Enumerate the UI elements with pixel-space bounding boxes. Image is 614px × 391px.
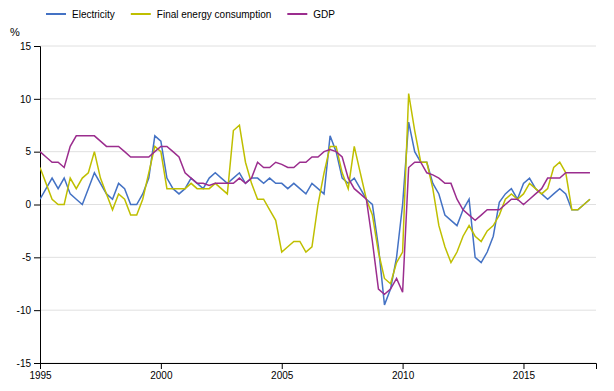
- tick: 5: [25, 146, 40, 157]
- grid: [40, 46, 596, 363]
- tick: -10: [17, 305, 40, 316]
- tick-label: 15: [20, 41, 32, 52]
- tick: 15: [20, 41, 40, 52]
- legend-label: Final energy consumption: [157, 9, 272, 20]
- tick-mark: [34, 257, 40, 258]
- tick-mark: [34, 99, 40, 100]
- tick: 2010: [392, 363, 415, 381]
- tick-mark: [34, 363, 40, 364]
- tick-label: -10: [17, 305, 32, 316]
- x-axis: 1995 2000 2005 2010 2015: [29, 363, 596, 381]
- tick-mark: [161, 363, 162, 369]
- grid-line: [40, 257, 596, 258]
- series-line: [40, 136, 590, 295]
- tick-label: 2015: [513, 370, 536, 381]
- tick-label: 2010: [392, 370, 415, 381]
- plot: 1995 2000 2005 2010 2015 -15 -10 -5 0 5 10 15: [17, 41, 597, 381]
- legend-swatch: [131, 13, 151, 15]
- legend: Electricity Final energy consumption GDP: [46, 9, 335, 20]
- y-axis: -15 -10 -5 0 5 10 15: [17, 41, 41, 369]
- tick-label: 2005: [271, 370, 294, 381]
- axis-line: [41, 364, 597, 370]
- tick-label: -15: [17, 358, 32, 369]
- legend-swatch: [46, 13, 66, 15]
- tick-mark: [34, 310, 40, 311]
- axis-line: [34, 47, 41, 364]
- tick-mark: [403, 363, 404, 369]
- legend-item: Electricity: [46, 9, 115, 20]
- grid-line: [40, 310, 596, 311]
- y-label: %: [10, 26, 20, 38]
- chart: 1995 2000 2005 2010 2015 -15 -10 -5 0 5 10 15% Elect…: [0, 0, 614, 391]
- tick-mark: [34, 205, 40, 206]
- tick-mark: [34, 152, 40, 153]
- tick: 10: [20, 94, 40, 105]
- tick-label: 1995: [29, 370, 52, 381]
- series-line: [40, 122, 590, 305]
- tick: -5: [22, 252, 40, 263]
- legend-item: GDP: [287, 9, 335, 20]
- tick-mark: [523, 363, 524, 369]
- tick: 0: [25, 199, 40, 210]
- tick-label: 2000: [150, 370, 173, 381]
- tick-label: 0: [25, 199, 31, 210]
- legend-swatch: [287, 13, 307, 15]
- tick: 2005: [271, 363, 294, 381]
- tick: -15: [17, 358, 40, 369]
- tick-mark: [34, 46, 40, 47]
- legend-label: Electricity: [72, 9, 115, 20]
- lines: [40, 94, 590, 305]
- tick-label: 10: [20, 94, 32, 105]
- tick-mark: [282, 363, 283, 369]
- tick: 2000: [150, 363, 173, 381]
- grid-line: [40, 46, 596, 47]
- tick: 1995: [29, 363, 52, 381]
- tick-label: -5: [22, 252, 31, 263]
- legend-label: GDP: [313, 9, 335, 20]
- grid-line: [40, 98, 596, 99]
- tick: 2015: [513, 363, 536, 381]
- tick-label: 5: [25, 146, 31, 157]
- legend-item: Final energy consumption: [131, 9, 272, 20]
- series-line: [40, 94, 590, 284]
